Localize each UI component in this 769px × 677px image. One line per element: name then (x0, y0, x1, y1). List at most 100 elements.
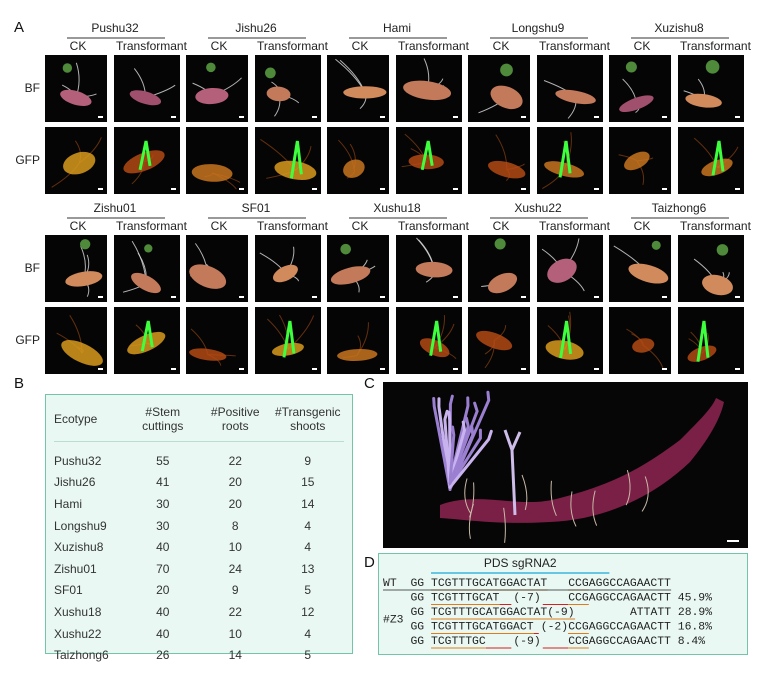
photo (396, 127, 462, 194)
photo-bg (678, 127, 744, 194)
table-cell: 70 (156, 561, 170, 576)
group-name: Hami (383, 21, 411, 35)
group-name: Longshu9 (512, 21, 565, 35)
row-label: BF (25, 261, 40, 275)
tuber (544, 161, 585, 178)
root (469, 482, 475, 518)
scale-bar (594, 116, 599, 118)
table-cell: Xushu18 (54, 604, 102, 619)
tuber (330, 266, 371, 285)
tuber (632, 338, 655, 353)
table-cell: 55 (156, 453, 170, 468)
photo (114, 307, 180, 374)
column-label: CK (493, 39, 510, 53)
scale-bar (380, 368, 385, 370)
group-label: #Z3 (383, 614, 404, 626)
scale-bar (239, 368, 244, 370)
photo (609, 55, 671, 122)
tuber (337, 349, 378, 361)
tuber (624, 151, 650, 171)
table-cell: Zishu01 (54, 561, 97, 576)
photo (327, 307, 389, 374)
photo-bg (186, 307, 248, 374)
sequence-segment: TCGTTTGCATGGACTAT(-9) (431, 607, 575, 619)
photo (45, 127, 107, 194)
table-cell: 8 (231, 518, 239, 533)
scale-bar (98, 368, 103, 370)
gfp-signal (711, 140, 725, 176)
column-label: CK (634, 39, 651, 53)
tuber (272, 264, 298, 283)
gfp-signal (429, 320, 443, 356)
tuber (419, 338, 450, 358)
column-header: #Stem cuttings (126, 403, 199, 442)
photo (327, 127, 389, 194)
sequence-segment: CCAGAACTT (609, 578, 671, 590)
gfp-signal (140, 320, 154, 352)
table-cell: Longshu9 (54, 518, 107, 533)
group-name: SF01 (242, 201, 271, 215)
column-label: CK (352, 219, 369, 233)
column-label: CK (70, 219, 87, 233)
sequence-segment: CCG (568, 593, 589, 605)
photo (45, 235, 107, 302)
scale-bar (727, 540, 739, 542)
sequence-segment: CCAGAACTT 8.4% (609, 636, 705, 648)
leaf (79, 239, 91, 250)
scale-bar (312, 188, 317, 190)
group-name: Zishu01 (94, 201, 137, 215)
panel-label: D (364, 554, 375, 571)
scale-bar (171, 296, 176, 298)
panel-label: B (14, 375, 24, 392)
scale-bar (239, 296, 244, 298)
root (521, 474, 528, 511)
photo (114, 127, 180, 194)
photo (186, 307, 248, 374)
tuber (555, 89, 596, 105)
root (503, 507, 506, 543)
tuber (189, 264, 227, 289)
column-label: Transformant (257, 219, 329, 233)
scale-bar (521, 368, 526, 370)
tuber (545, 340, 584, 360)
photo (609, 307, 671, 374)
photo-c (383, 382, 748, 548)
sequence-segment: GG (410, 622, 424, 634)
scale-bar (735, 188, 740, 190)
photo (678, 235, 744, 302)
header-row: Ecotype #Stem cuttings #Positive roots #Tra… (54, 403, 344, 442)
table-cell: 4 (304, 540, 312, 555)
scale-bar (380, 188, 385, 190)
sequence-segment: AGG (589, 622, 610, 634)
scale-bar (453, 368, 458, 370)
column-label: Transformant (116, 39, 188, 53)
photo-bg (537, 55, 603, 122)
table-cell: 4 (304, 518, 312, 533)
table-cell: Taizhong6 (54, 648, 109, 663)
photo (327, 235, 389, 302)
scale-bar (171, 368, 176, 370)
sequence-segment: AGG (589, 578, 610, 590)
group-name: Xushu22 (514, 201, 562, 215)
row-label: GFP (15, 153, 40, 167)
flower (448, 420, 467, 483)
sequence-segment: TT 28.9% (657, 607, 712, 619)
photo (609, 235, 671, 302)
tuber (127, 331, 166, 355)
tuber (189, 348, 227, 361)
photo-bg (537, 127, 603, 194)
table-cell: 40 (156, 540, 170, 555)
sgrna-title: PDS sgRNA2 (484, 556, 557, 570)
table-row: Xushu18 40 22 12 (54, 601, 344, 623)
table-cell: 5 (304, 583, 312, 598)
sequence-segment: (-7) (513, 593, 540, 605)
tuber (123, 150, 165, 174)
table-cell: 30 (156, 518, 170, 533)
leaf (625, 61, 637, 73)
table-row: Xuzishu8 40 10 4 (54, 536, 344, 558)
scale-bar (312, 296, 317, 298)
gfp-signal (558, 140, 572, 178)
column-label: CK (493, 219, 510, 233)
scale-bar (239, 188, 244, 190)
